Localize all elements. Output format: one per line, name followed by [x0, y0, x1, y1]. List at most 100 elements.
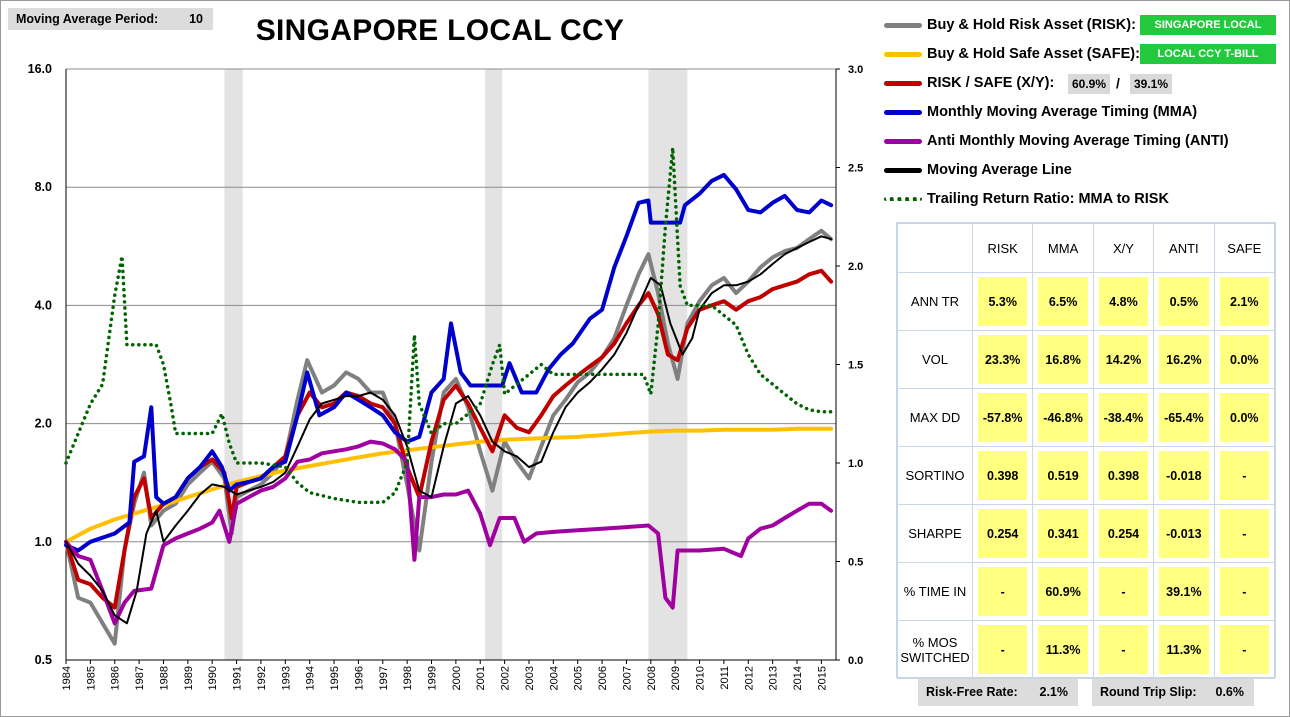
x-tick-label: 1993 — [280, 666, 292, 690]
stats-row-label: % TIME IN — [897, 562, 973, 621]
stats-cell-xy: 0.398 — [1092, 446, 1155, 505]
safe-allocation-box: 39.1% — [1130, 74, 1172, 94]
stats-value-risk: -57.8% — [978, 393, 1028, 442]
stats-value-safe: - — [1219, 451, 1269, 500]
ma-period-value: 10 — [189, 12, 203, 26]
x-tick-label: 2006 — [597, 666, 609, 690]
legend-label-safe: Buy & Hold Safe Asset (SAFE): — [927, 46, 1140, 62]
stats-value-anti: 39.1% — [1159, 567, 1209, 616]
left-tick-label: 8.0 — [35, 180, 52, 194]
stats-cell-mma: 0.519 — [1032, 446, 1094, 505]
stats-cell-xy: - — [1092, 620, 1155, 679]
legend-label-risk: Buy & Hold Risk Asset (RISK): — [927, 17, 1136, 33]
x-tick-label: 1985 — [85, 666, 97, 690]
stats-cell-anti: -0.013 — [1153, 504, 1215, 563]
legend-label-ma-line: Moving Average Line — [927, 162, 1072, 178]
stats-value-xy: - — [1098, 567, 1149, 616]
legend-item-risk: Buy & Hold Risk Asset (RISK): — [884, 14, 1136, 36]
stats-row-label: SHARPE — [897, 504, 973, 563]
right-tick-label: 1.0 — [848, 458, 863, 470]
x-tick-label: 1992 — [256, 666, 268, 690]
x-tick-label: 1999 — [427, 666, 439, 690]
stats-cell-anti: 16.2% — [1153, 330, 1215, 389]
right-tick-label: 1.5 — [848, 360, 863, 372]
risk-allocation-box: 60.9% — [1068, 74, 1110, 94]
stats-value-xy: - — [1098, 625, 1149, 674]
x-tick-label: 2003 — [524, 666, 536, 690]
stats-cell-risk: - — [971, 620, 1034, 679]
legend-swatch-anti — [884, 138, 922, 144]
legend-item-safe: Buy & Hold Safe Asset (SAFE): — [884, 43, 1140, 65]
stats-value-risk: - — [978, 625, 1028, 674]
legend-item-xy: RISK / SAFE (X/Y): — [884, 72, 1054, 94]
stats-header-anti: ANTI — [1153, 223, 1215, 273]
stats-value-mma: -46.8% — [1038, 393, 1088, 442]
stats-header-safe: SAFE — [1213, 223, 1276, 273]
x-tick-label: 1984 — [61, 666, 73, 690]
right-tick-label: 2.0 — [848, 261, 863, 273]
stats-value-anti: -0.013 — [1159, 509, 1209, 558]
stats-value-xy: 0.398 — [1098, 451, 1149, 500]
stats-value-risk: 23.3% — [978, 335, 1028, 384]
x-tick-label: 2013 — [768, 666, 780, 690]
stats-cell-mma: 16.8% — [1032, 330, 1094, 389]
stats-row: % MOS SWITCHED -11.3% -11.3% - — [897, 620, 1276, 679]
left-tick-label: 16.0 — [28, 62, 52, 76]
stats-value-safe: - — [1219, 567, 1269, 616]
stats-cell-anti: 0.5% — [1153, 272, 1215, 331]
stats-cell-anti: 11.3% — [1153, 620, 1215, 679]
stats-row-label: % MOS SWITCHED — [897, 620, 973, 679]
legend-label-trailing-ratio: Trailing Return Ratio: MMA to RISK — [927, 191, 1169, 207]
stats-cell-xy: - — [1092, 562, 1155, 621]
stats-header-risk: RISK — [971, 223, 1034, 273]
stats-cell-mma: 0.341 — [1032, 504, 1094, 563]
stats-value-mma: 0.519 — [1038, 451, 1088, 500]
right-tick-label: 3.0 — [848, 64, 863, 76]
stats-header-xy: X/Y — [1092, 223, 1155, 273]
stats-value-mma: 11.3% — [1038, 625, 1088, 674]
allocation-slash: / — [1116, 75, 1120, 91]
risk-asset-box: SINGAPORE LOCAL — [1140, 15, 1276, 35]
x-tick-label: 2001 — [475, 666, 487, 690]
risk-free-rate-value: 2.1% — [1039, 685, 1069, 699]
legend-label-anti: Anti Monthly Moving Average Timing (ANTI… — [927, 133, 1229, 149]
legend-swatch-trailing-ratio — [884, 197, 922, 201]
series-line-x-y — [64, 268, 834, 610]
stats-cell-xy: 14.2% — [1092, 330, 1155, 389]
stats-cell-risk: -57.8% — [971, 388, 1034, 447]
stats-table: RISK MMA X/Y ANTI SAFE ANN TR 5.3% 6.5% 4.8… — [896, 222, 1276, 679]
legend-label-xy: RISK / SAFE (X/Y): — [927, 75, 1055, 91]
risk-free-rate-box: Risk-Free Rate: 2.1% — [918, 679, 1078, 706]
stats-cell-anti: 39.1% — [1153, 562, 1215, 621]
right-tick-label: 2.5 — [848, 163, 863, 175]
chart-title: SINGAPORE LOCAL CCY — [255, 14, 625, 47]
stats-cell-xy: -38.4% — [1092, 388, 1155, 447]
stats-cell-safe: - — [1213, 504, 1276, 563]
x-tick-label: 1990 — [207, 666, 219, 690]
risk-free-rate-label: Risk-Free Rate: — [926, 685, 1018, 699]
stats-value-anti: -0.018 — [1159, 451, 1209, 500]
stats-cell-risk: 23.3% — [971, 330, 1034, 389]
legend-swatch-ma-line — [884, 167, 922, 173]
stats-cell-mma: -46.8% — [1032, 388, 1094, 447]
series-line-trailing-return-ratio-mma-to-risk — [64, 146, 833, 505]
series-line-safe — [64, 426, 834, 544]
legend-swatch-safe — [884, 51, 922, 57]
stats-cell-mma: 6.5% — [1032, 272, 1094, 331]
stats-cell-safe: 0.0% — [1213, 330, 1276, 389]
left-tick-label: 0.5 — [35, 653, 52, 667]
x-tick-label: 2000 — [451, 666, 463, 690]
x-tick-label: 1996 — [353, 666, 365, 690]
x-tick-label: 1994 — [305, 666, 317, 690]
stats-value-mma: 16.8% — [1038, 335, 1088, 384]
chart-plot: 0.5 1.0 2.0 4.0 8.0 16.0 0.0 0.5 1.0 1.5 2.0 2.5 3.0… — [28, 62, 864, 690]
stats-row-label: SORTINO — [897, 446, 973, 505]
right-tick-label: 0.0 — [848, 655, 863, 667]
x-tick-label: 2004 — [548, 666, 560, 690]
x-tick-label: 2015 — [816, 666, 828, 690]
stats-row: SORTINO 0.398 0.519 0.398 -0.018- — [897, 446, 1276, 505]
stats-value-mma: 6.5% — [1038, 277, 1088, 326]
legend-item-mma: Monthly Moving Average Timing (MMA) — [884, 101, 1197, 123]
legend-item-ma-line: Moving Average Line — [884, 159, 1072, 181]
x-tick-label: 1986 — [110, 666, 122, 690]
